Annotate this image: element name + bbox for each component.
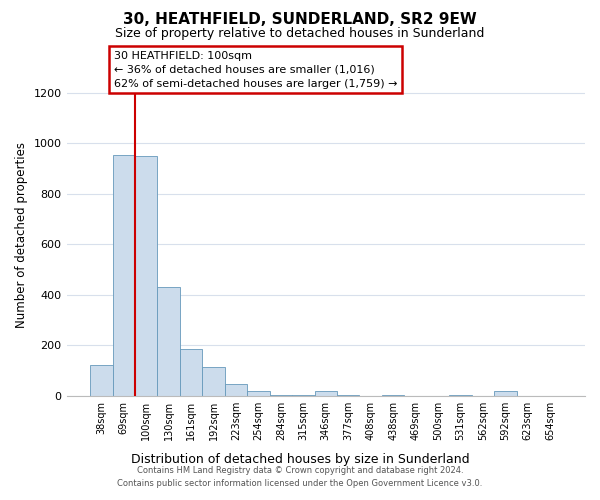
Text: Distribution of detached houses by size in Sunderland: Distribution of detached houses by size … [131,452,469,466]
Bar [292,394,314,396]
Bar [157,287,180,396]
Bar [113,154,135,396]
Text: Contains HM Land Registry data © Crown copyright and database right 2024.
Contai: Contains HM Land Registry data © Crown c… [118,466,482,487]
Bar [90,366,113,396]
Text: 30 HEATHFIELD: 100sqm
← 36% of detached houses are smaller (1,016)
62% of semi-d: 30 HEATHFIELD: 100sqm ← 36% of detached … [113,51,397,89]
Bar [337,394,359,396]
Text: Size of property relative to detached houses in Sunderland: Size of property relative to detached ho… [115,28,485,40]
Bar [247,391,269,396]
Text: 30, HEATHFIELD, SUNDERLAND, SR2 9EW: 30, HEATHFIELD, SUNDERLAND, SR2 9EW [123,12,477,28]
Bar [269,394,292,396]
Bar [202,366,225,396]
Bar [494,391,517,396]
Bar [314,391,337,396]
Bar [225,384,247,396]
Bar [382,394,404,396]
Bar [135,156,157,396]
Bar [180,349,202,396]
Y-axis label: Number of detached properties: Number of detached properties [15,142,28,328]
Bar [449,394,472,396]
